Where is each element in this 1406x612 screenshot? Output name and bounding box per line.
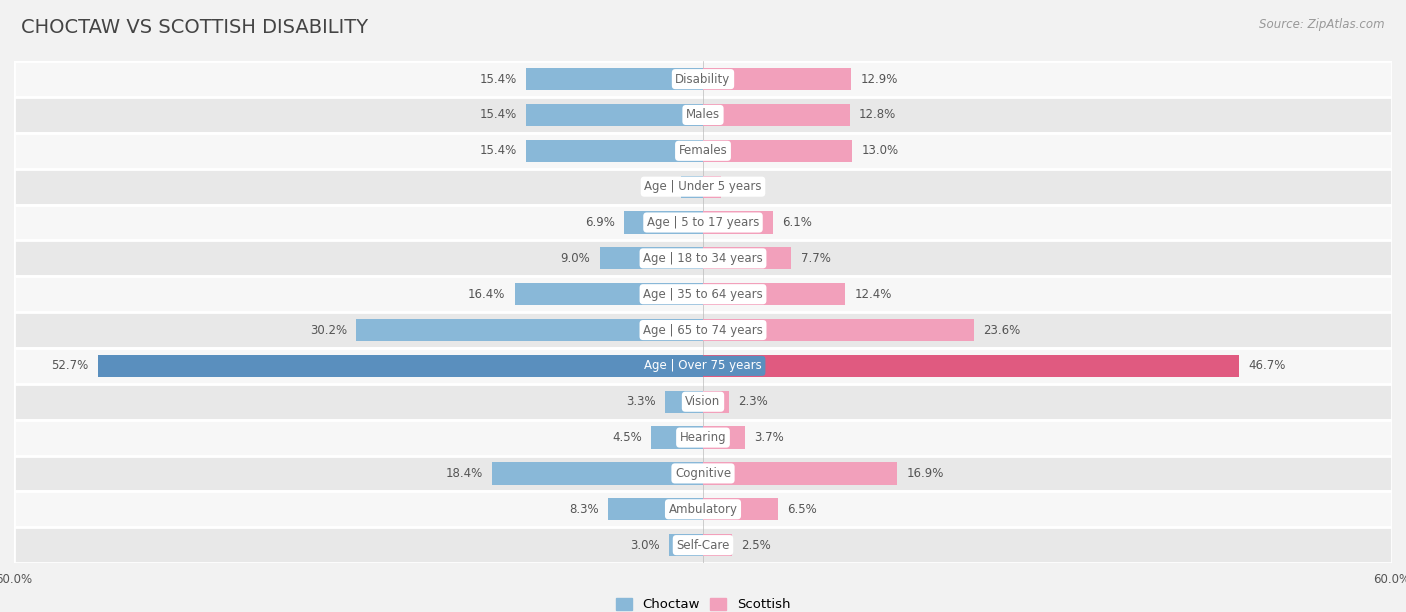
Bar xyxy=(526,140,703,162)
Text: 9.0%: 9.0% xyxy=(561,252,591,265)
Text: 30.2%: 30.2% xyxy=(309,324,347,337)
Bar xyxy=(669,534,703,556)
Bar xyxy=(14,455,1392,491)
Bar xyxy=(14,241,1392,276)
Bar xyxy=(703,283,845,305)
Legend: Choctaw, Scottish: Choctaw, Scottish xyxy=(610,592,796,612)
Text: CHOCTAW VS SCOTTISH DISABILITY: CHOCTAW VS SCOTTISH DISABILITY xyxy=(21,18,368,37)
Text: Age | 18 to 34 years: Age | 18 to 34 years xyxy=(643,252,763,265)
Bar xyxy=(703,211,773,234)
Bar xyxy=(703,319,974,341)
Bar xyxy=(14,97,1392,133)
Bar xyxy=(599,247,703,269)
Text: 52.7%: 52.7% xyxy=(52,359,89,372)
Text: 23.6%: 23.6% xyxy=(983,324,1021,337)
Bar xyxy=(703,534,731,556)
Text: Self-Care: Self-Care xyxy=(676,539,730,551)
Bar xyxy=(14,420,1392,455)
Bar xyxy=(356,319,703,341)
Bar xyxy=(703,140,852,162)
Bar xyxy=(14,527,1392,563)
Text: 12.4%: 12.4% xyxy=(855,288,891,300)
Bar xyxy=(624,211,703,234)
Text: 15.4%: 15.4% xyxy=(479,73,517,86)
Bar xyxy=(703,355,1239,377)
Text: Ambulatory: Ambulatory xyxy=(668,503,738,516)
Bar xyxy=(14,133,1392,169)
Text: 12.8%: 12.8% xyxy=(859,108,897,121)
Bar xyxy=(607,498,703,520)
Text: 6.1%: 6.1% xyxy=(782,216,813,229)
Text: Females: Females xyxy=(679,144,727,157)
Text: Cognitive: Cognitive xyxy=(675,467,731,480)
Bar xyxy=(14,348,1392,384)
Text: Age | Over 75 years: Age | Over 75 years xyxy=(644,359,762,372)
Bar xyxy=(703,176,721,198)
Text: 15.4%: 15.4% xyxy=(479,108,517,121)
Text: 3.7%: 3.7% xyxy=(755,431,785,444)
Text: 6.9%: 6.9% xyxy=(585,216,614,229)
Bar xyxy=(14,61,1392,97)
Bar xyxy=(703,68,851,90)
Text: 6.5%: 6.5% xyxy=(787,503,817,516)
Bar xyxy=(703,247,792,269)
Text: Vision: Vision xyxy=(685,395,721,408)
Text: 3.3%: 3.3% xyxy=(626,395,657,408)
Bar xyxy=(526,68,703,90)
Text: 7.7%: 7.7% xyxy=(800,252,831,265)
Text: 8.3%: 8.3% xyxy=(569,503,599,516)
Text: Source: ZipAtlas.com: Source: ZipAtlas.com xyxy=(1260,18,1385,31)
Text: Males: Males xyxy=(686,108,720,121)
Text: 16.9%: 16.9% xyxy=(907,467,943,480)
Text: 15.4%: 15.4% xyxy=(479,144,517,157)
Bar xyxy=(14,276,1392,312)
Text: 3.0%: 3.0% xyxy=(630,539,659,551)
Bar xyxy=(703,462,897,485)
Text: Age | Under 5 years: Age | Under 5 years xyxy=(644,180,762,193)
Text: Age | 65 to 74 years: Age | 65 to 74 years xyxy=(643,324,763,337)
Text: 16.4%: 16.4% xyxy=(468,288,506,300)
Bar xyxy=(681,176,703,198)
Bar xyxy=(526,104,703,126)
Text: 1.6%: 1.6% xyxy=(731,180,761,193)
Bar xyxy=(14,491,1392,527)
Bar xyxy=(665,390,703,413)
Text: 1.9%: 1.9% xyxy=(643,180,672,193)
Text: Age | 5 to 17 years: Age | 5 to 17 years xyxy=(647,216,759,229)
Bar xyxy=(651,427,703,449)
Bar xyxy=(14,312,1392,348)
Text: Hearing: Hearing xyxy=(679,431,727,444)
Text: 13.0%: 13.0% xyxy=(862,144,898,157)
Bar xyxy=(703,390,730,413)
Text: 46.7%: 46.7% xyxy=(1249,359,1285,372)
Bar xyxy=(492,462,703,485)
Text: Age | 35 to 64 years: Age | 35 to 64 years xyxy=(643,288,763,300)
Bar xyxy=(703,104,851,126)
Text: 2.5%: 2.5% xyxy=(741,539,770,551)
Bar xyxy=(703,427,745,449)
Bar xyxy=(515,283,703,305)
Text: 12.9%: 12.9% xyxy=(860,73,897,86)
Bar xyxy=(14,384,1392,420)
Bar xyxy=(703,498,778,520)
Text: 18.4%: 18.4% xyxy=(446,467,482,480)
Bar xyxy=(14,169,1392,204)
Text: 2.3%: 2.3% xyxy=(738,395,768,408)
Text: Disability: Disability xyxy=(675,73,731,86)
Bar xyxy=(14,204,1392,241)
Text: 4.5%: 4.5% xyxy=(613,431,643,444)
Bar xyxy=(98,355,703,377)
